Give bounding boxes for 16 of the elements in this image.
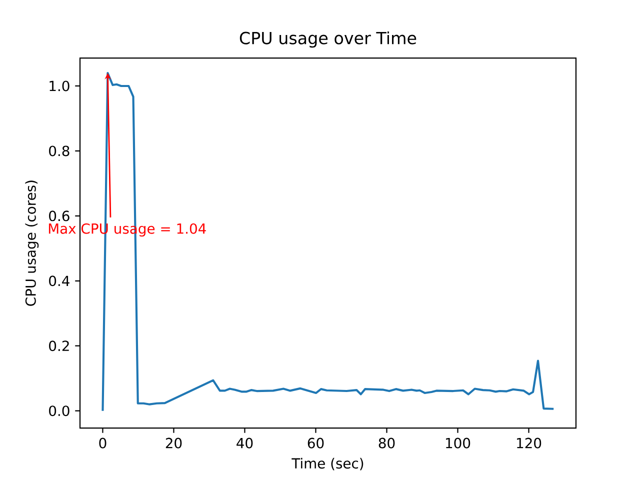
y-tick-label: 1.0	[50, 80, 70, 92]
x-tick-label: 0	[99, 438, 106, 448]
x-tick-label: 20	[166, 438, 182, 448]
x-tick-label: 80	[378, 438, 395, 448]
y-tick-label: 0.4	[49, 276, 70, 286]
y-axis-title: CPU usage (cores)	[25, 180, 39, 306]
x-tick-label: 120	[517, 438, 542, 448]
y-tick-label: 0.2	[49, 340, 69, 352]
x-tick-label: 60	[308, 438, 324, 448]
y-tick-label: 0.0	[49, 406, 70, 416]
chart-title: CPU usage over Time	[240, 31, 416, 48]
y-tick-label: 0.6	[49, 210, 70, 222]
x-tick-label: 40	[236, 438, 253, 448]
x-tick-label: 100	[446, 438, 470, 448]
x-axis-title: Time (sec)	[292, 458, 364, 470]
y-tick-label: 0.8	[49, 146, 70, 156]
